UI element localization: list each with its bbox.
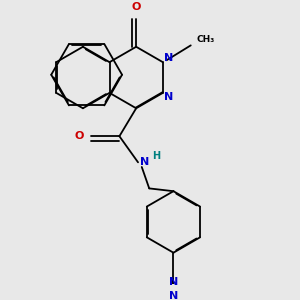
Text: O: O bbox=[75, 131, 84, 141]
Text: H: H bbox=[152, 151, 160, 161]
Text: N: N bbox=[169, 291, 178, 300]
Text: N: N bbox=[169, 277, 178, 286]
Text: N: N bbox=[164, 92, 173, 102]
Text: N: N bbox=[164, 53, 173, 63]
Text: N: N bbox=[140, 157, 149, 167]
Text: O: O bbox=[131, 2, 141, 12]
Text: CH₃: CH₃ bbox=[196, 35, 215, 44]
